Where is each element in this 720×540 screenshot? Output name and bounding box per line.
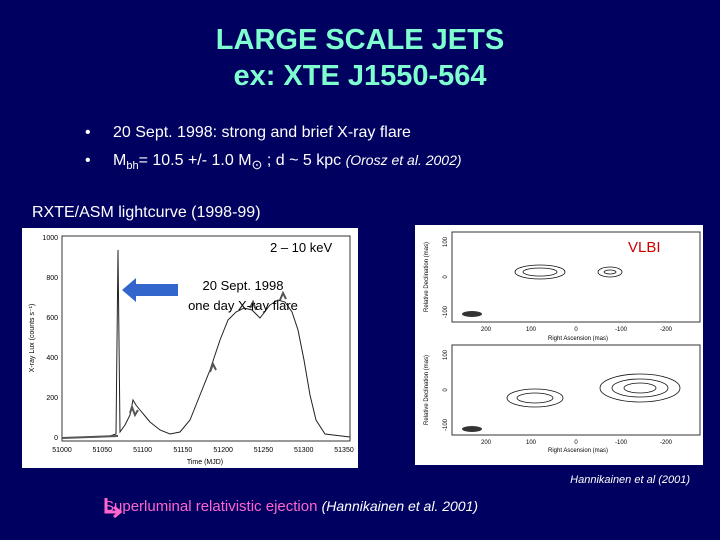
x-tick-label: -100 [615, 440, 628, 446]
plot-frame [61, 235, 351, 442]
x-axis-label: Right Ascension (mas) [548, 448, 608, 454]
x-tick-label: 51050 [93, 447, 113, 454]
y-tick-label: 100 [443, 349, 449, 360]
plot-frame [451, 231, 701, 323]
arrow [122, 278, 178, 302]
x-tick-label: 51250 [254, 447, 274, 454]
bullet: • Mbh= 10.5 +/- 1.0 M⊙ ; d ~ 5 kpc (Orosz… [85, 152, 462, 173]
contours [506, 264, 681, 408]
x-axis-label: Right Ascension (mas) [548, 336, 608, 342]
footer: Superluminal relativistic ejection (Hann… [104, 498, 478, 515]
footer-ref: (Hannikainen et al. 2001) [321, 498, 479, 514]
subscript: bh [126, 160, 139, 173]
y-axis-label: Relative Declination (mas) [424, 242, 430, 312]
bullet: • 20 Sept. 1998: strong and brief X-ray f… [85, 124, 411, 141]
x-tick-label: 200 [481, 327, 492, 333]
y-tick-label: 600 [46, 315, 58, 322]
x-tick-label: 51200 [213, 447, 233, 454]
y-tick-label: 800 [46, 275, 58, 282]
x-tick-label: 51150 [173, 447, 192, 454]
y-tick-label: 100 [443, 236, 449, 247]
x-tick-label: 100 [526, 440, 537, 446]
x-tick-label: -200 [660, 327, 673, 333]
x-axis-label: Time (MJD) [187, 459, 223, 466]
title: ex: XTE J1550-564 [233, 60, 487, 92]
vlbi-label: VLBI [628, 239, 661, 256]
x-tick-label: 51350 [334, 447, 354, 454]
caption: RXTE/ASM lightcurve (1998-99) [32, 204, 261, 221]
y-tick-label: 400 [46, 355, 58, 362]
y-axis-label: Relative Declination (mas) [424, 355, 430, 425]
error-bars [61, 290, 287, 439]
plot-frame [451, 344, 701, 436]
y-tick-label: 0 [443, 388, 449, 392]
x-tick-label: -100 [615, 327, 628, 333]
title: LARGE SCALE JETS [215, 24, 505, 56]
annotation: one day X-ray flare [188, 298, 298, 313]
x-tick-label: 100 [526, 327, 537, 333]
y-axis-label: X-ray Lux (counts s⁻¹) [29, 304, 36, 373]
reference: (Orosz et al. 2002) [345, 152, 462, 168]
y-tick-label: 200 [46, 395, 58, 402]
callout-arrow [104, 498, 123, 519]
subscript: ⊙ [251, 157, 263, 173]
y-tick-label: -100 [443, 418, 449, 431]
x-tick-label: -200 [660, 440, 673, 446]
x-tick-label: 0 [574, 327, 578, 333]
x-tick-label: 0 [574, 440, 578, 446]
beam [462, 311, 482, 317]
credit: Hannikainen et al (2001) [570, 474, 690, 486]
annotation: 20 Sept. 1998 [203, 278, 284, 293]
footer-text: Superluminal relativistic ejection [104, 498, 322, 515]
lightcurve: 2 – 10 keV 20 Sept. 1998 one day X-ray f… [22, 228, 358, 468]
beam [462, 426, 482, 432]
bullet-text: M [113, 152, 127, 169]
y-tick-label: 0 [443, 275, 449, 279]
bullet-text: = 10.5 +/- 1.0 M [138, 152, 252, 169]
bullet-text: ; d ~ 5 kpc [262, 152, 346, 169]
x-tick-label: 200 [481, 440, 492, 446]
image-bg [22, 228, 358, 468]
x-tick-label: 51300 [294, 447, 314, 454]
y-tick-label: 0 [54, 435, 58, 442]
vlbi: VLBI Right Ascension (mas) Right Ascensi… [415, 225, 703, 465]
y-tick-label: -100 [443, 305, 449, 318]
bullet-text: 20 Sept. 1998: strong and brief X-ray fl… [113, 124, 411, 141]
lightcurve-trace [61, 249, 351, 439]
x-tick-label: 51100 [133, 447, 152, 454]
x-tick-label: 51000 [52, 447, 72, 454]
band-label: 2 – 10 keV [270, 240, 332, 255]
y-tick-label: 1000 [42, 235, 58, 242]
